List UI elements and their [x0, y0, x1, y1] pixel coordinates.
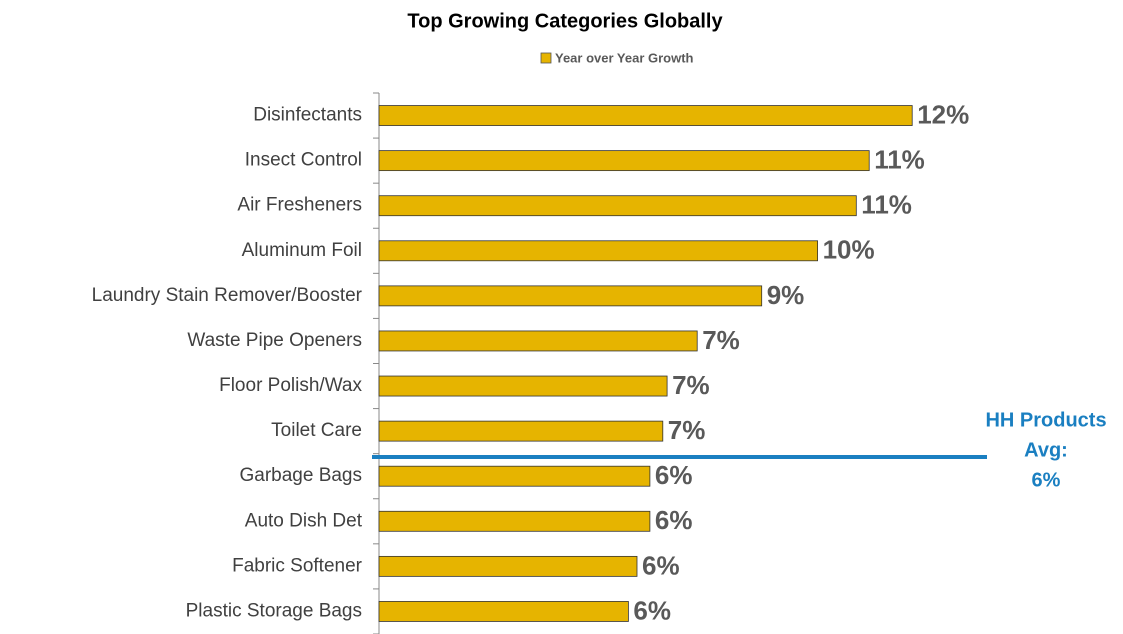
bar — [378, 510, 651, 532]
bar — [378, 195, 857, 217]
bar — [378, 330, 698, 352]
category-label: Laundry Stain Remover/Booster — [92, 285, 363, 306]
annotation: Avg: — [1024, 439, 1068, 461]
category-label: Garbage Bags — [239, 465, 362, 486]
category-label: Toilet Care — [271, 420, 362, 441]
annotation: 6% — [1032, 469, 1061, 491]
chart-title: Top Growing Categories Globally — [407, 10, 723, 32]
value-label: 9% — [767, 280, 805, 310]
category-label: Fabric Softener — [232, 555, 363, 576]
category-label: Auto Dish Det — [245, 510, 363, 531]
value-label: 11% — [861, 190, 912, 220]
category-label: Insect Control — [245, 150, 362, 171]
value-label: 12% — [917, 99, 969, 129]
bar — [378, 375, 668, 397]
value-label: 6% — [655, 505, 693, 535]
legend-swatch — [540, 52, 552, 64]
bar — [378, 285, 763, 307]
value-label: 7% — [702, 325, 740, 355]
category-label: Waste Pipe Openers — [187, 330, 362, 351]
bar — [378, 465, 651, 487]
category-label: Aluminum Foil — [242, 240, 362, 261]
value-label: 11% — [874, 145, 925, 175]
category-label: Floor Polish/Wax — [219, 375, 362, 396]
value-label: 10% — [823, 235, 875, 265]
bar — [378, 601, 629, 622]
annotation: HH Products — [985, 409, 1106, 431]
bar — [378, 105, 913, 126]
value-label: 7% — [672, 370, 710, 400]
bar — [378, 420, 664, 442]
category-label: Disinfectants — [253, 105, 362, 126]
bar — [378, 555, 638, 577]
category-label: Air Fresheners — [237, 195, 362, 216]
bar — [378, 240, 819, 262]
bar — [378, 150, 870, 172]
value-label: 7% — [668, 415, 706, 445]
value-label: 6% — [642, 550, 680, 580]
value-label: 6% — [655, 460, 693, 490]
value-label: 6% — [633, 595, 671, 625]
legend-label: Year over Year Growth — [555, 50, 694, 65]
category-label: Plastic Storage Bags — [186, 600, 362, 621]
